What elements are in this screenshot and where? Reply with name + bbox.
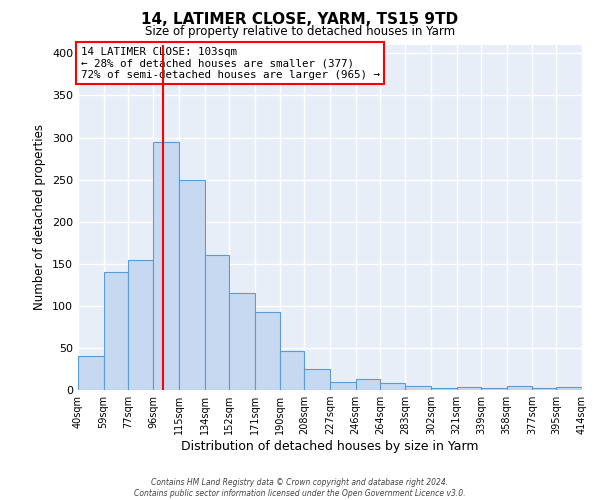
Bar xyxy=(481,388,506,390)
Bar xyxy=(532,388,556,390)
Bar xyxy=(556,388,582,390)
Bar xyxy=(304,369,330,390)
Bar xyxy=(356,379,380,390)
Bar xyxy=(506,386,532,390)
Bar xyxy=(406,386,431,390)
Bar xyxy=(179,180,205,390)
X-axis label: Distribution of detached houses by size in Yarm: Distribution of detached houses by size … xyxy=(181,440,479,453)
Text: Size of property relative to detached houses in Yarm: Size of property relative to detached ho… xyxy=(145,25,455,38)
Bar xyxy=(457,388,481,390)
Bar xyxy=(154,142,179,390)
Text: 14 LATIMER CLOSE: 103sqm
← 28% of detached houses are smaller (377)
72% of semi-: 14 LATIMER CLOSE: 103sqm ← 28% of detach… xyxy=(80,46,380,80)
Text: 14, LATIMER CLOSE, YARM, TS15 9TD: 14, LATIMER CLOSE, YARM, TS15 9TD xyxy=(142,12,458,28)
Y-axis label: Number of detached properties: Number of detached properties xyxy=(34,124,46,310)
Bar xyxy=(78,356,104,390)
Bar xyxy=(229,293,254,390)
Bar xyxy=(104,272,128,390)
Bar xyxy=(254,312,280,390)
Bar xyxy=(330,382,356,390)
Text: Contains HM Land Registry data © Crown copyright and database right 2024.
Contai: Contains HM Land Registry data © Crown c… xyxy=(134,478,466,498)
Bar xyxy=(431,388,457,390)
Bar xyxy=(205,256,229,390)
Bar xyxy=(380,384,406,390)
Bar xyxy=(128,260,154,390)
Bar xyxy=(280,352,304,390)
